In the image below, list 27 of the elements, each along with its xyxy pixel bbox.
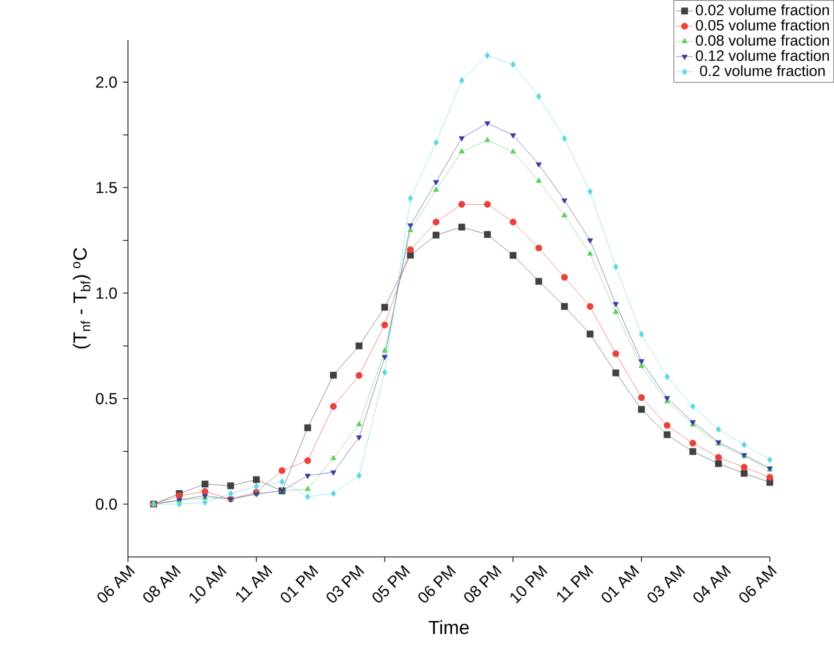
text: 01 AM — [602, 565, 640, 603]
y-axis-title: (T$_{nf}$ - T$_{bf}$) $^{o}$C — [72, 248, 90, 349]
text: 08 PM — [464, 565, 502, 603]
text: 11 PM — [557, 564, 594, 603]
text: 08 AM — [143, 565, 181, 603]
y-tick-label: 0.5 — [96, 393, 117, 404]
text: 10 AM — [190, 565, 227, 604]
text: 05 PM — [372, 565, 410, 603]
legend-label: 0.2 volume fraction — [700, 65, 825, 76]
text: 06 AM — [739, 565, 777, 603]
text: 03 PM — [326, 565, 364, 603]
text: 04 AM — [693, 565, 731, 603]
text: 10 PM — [510, 565, 548, 604]
text: 03 AM — [648, 565, 686, 603]
x-axis-title: Time — [428, 620, 469, 634]
text: 01 PM — [280, 565, 318, 603]
y-tick-label: 0.0 — [96, 498, 117, 510]
text: 11 AM — [236, 564, 272, 603]
text: 06 PM — [418, 565, 456, 603]
legend-label: 0.05 volume fraction — [696, 20, 829, 31]
text: 06 AM — [97, 565, 135, 603]
y-tick-label: 1.5 — [96, 182, 117, 194]
y-tick-label: 2.0 — [96, 76, 117, 88]
legend-label: 0.12 volume fraction — [696, 50, 829, 62]
legend-label: 0.02 volume fraction — [696, 4, 829, 16]
y-tick-label: 1.0 — [96, 288, 117, 299]
legend-label: 0.08 volume fraction — [696, 34, 829, 46]
